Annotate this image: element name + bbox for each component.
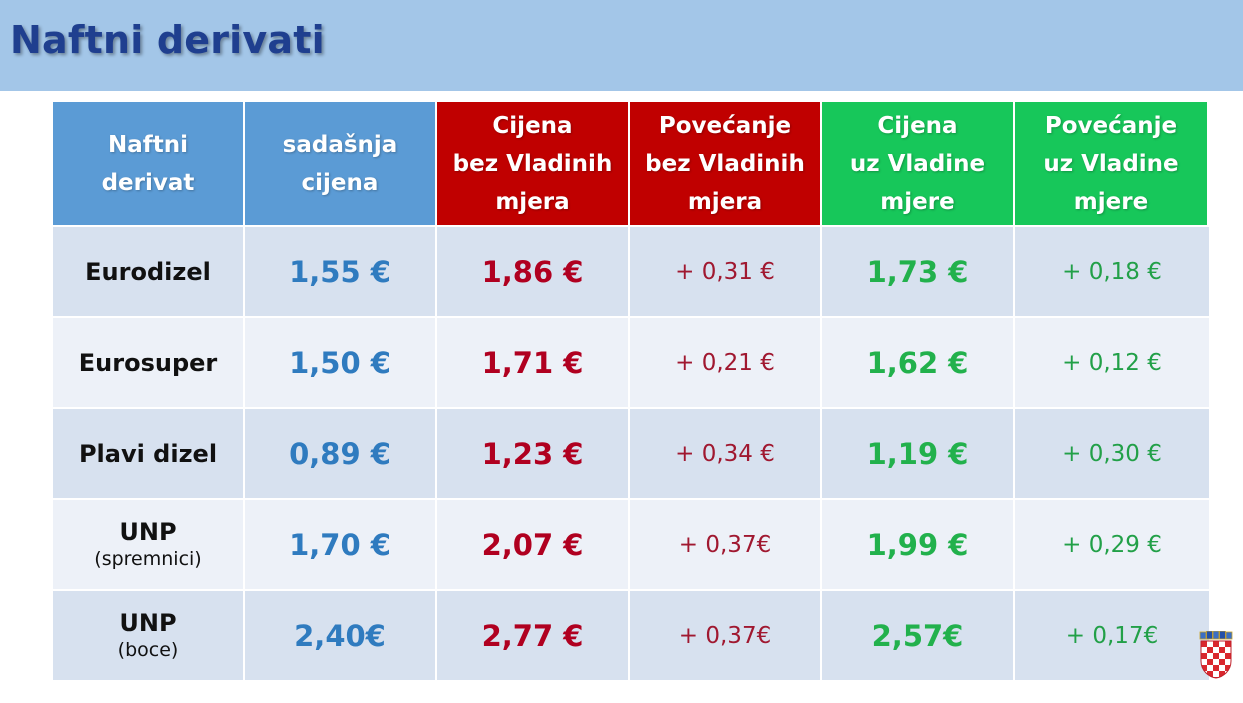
price-with-cell: 1,62 €	[822, 318, 1015, 409]
price-without-cell: 1,71 €	[437, 318, 630, 409]
price-without-cell: 2,07 €	[437, 500, 630, 591]
header-current-price: sadašnja cijena	[245, 102, 437, 227]
header-fuel-type: Naftni derivat	[53, 102, 245, 227]
price-with-cell: 1,99 €	[822, 500, 1015, 591]
croatian-coat-of-arms-icon	[1199, 631, 1233, 679]
increase-without-cell: + 0,34 €	[630, 409, 822, 500]
header-increase-without-measures: Povećanje bez Vladinih mjera	[630, 102, 822, 227]
increase-with-cell: + 0,29 €	[1015, 500, 1209, 591]
fuel-name-cell: Eurodizel	[53, 227, 245, 318]
fuel-name: UNP	[119, 608, 177, 637]
price-with-cell: 1,73 €	[822, 227, 1015, 318]
fuel-name: UNP	[119, 517, 177, 546]
fuel-subtitle: (spremnici)	[94, 547, 202, 570]
crown	[1199, 631, 1233, 640]
current-price-cell: 2,40€	[245, 591, 437, 682]
price-with-cell: 2,57€	[822, 591, 1015, 682]
current-price-cell: 1,55 €	[245, 227, 437, 318]
fuel-name-cell: Plavi dizel	[53, 409, 245, 500]
price-without-cell: 2,77 €	[437, 591, 630, 682]
increase-with-cell: + 0,18 €	[1015, 227, 1209, 318]
header-increase-with-measures: Povećanje uz Vladine mjere	[1015, 102, 1209, 227]
title-bar: Naftni derivati	[0, 0, 1243, 91]
price-without-cell: 1,23 €	[437, 409, 630, 500]
increase-with-cell: + 0,30 €	[1015, 409, 1209, 500]
fuel-name-cell: UNP (spremnici)	[53, 500, 245, 591]
increase-with-cell: + 0,17€	[1015, 591, 1209, 682]
current-price-cell: 1,70 €	[245, 500, 437, 591]
fuel-name-cell: Eurosuper	[53, 318, 245, 409]
increase-with-cell: + 0,12 €	[1015, 318, 1209, 409]
increase-without-cell: + 0,21 €	[630, 318, 822, 409]
increase-without-cell: + 0,37€	[630, 591, 822, 682]
header-price-with-measures: Cijena uz Vladine mjere	[822, 102, 1015, 227]
fuel-price-table: Naftni derivat sadašnja cijena Cijena be…	[53, 102, 1209, 688]
fuel-name: Eurodizel	[85, 257, 211, 286]
fuel-subtitle: (boce)	[117, 638, 179, 661]
increase-without-cell: + 0,31 €	[630, 227, 822, 318]
fuel-name: Eurosuper	[78, 348, 218, 377]
fuel-name: Plavi dizel	[78, 439, 218, 468]
fuel-name-cell: UNP (boce)	[53, 591, 245, 682]
current-price-cell: 0,89 €	[245, 409, 437, 500]
header-price-without-measures: Cijena bez Vladinih mjera	[437, 102, 630, 227]
current-price-cell: 1,50 €	[245, 318, 437, 409]
increase-without-cell: + 0,37€	[630, 500, 822, 591]
price-with-cell: 1,19 €	[822, 409, 1015, 500]
page-title: Naftni derivati	[10, 18, 325, 62]
price-without-cell: 1,86 €	[437, 227, 630, 318]
